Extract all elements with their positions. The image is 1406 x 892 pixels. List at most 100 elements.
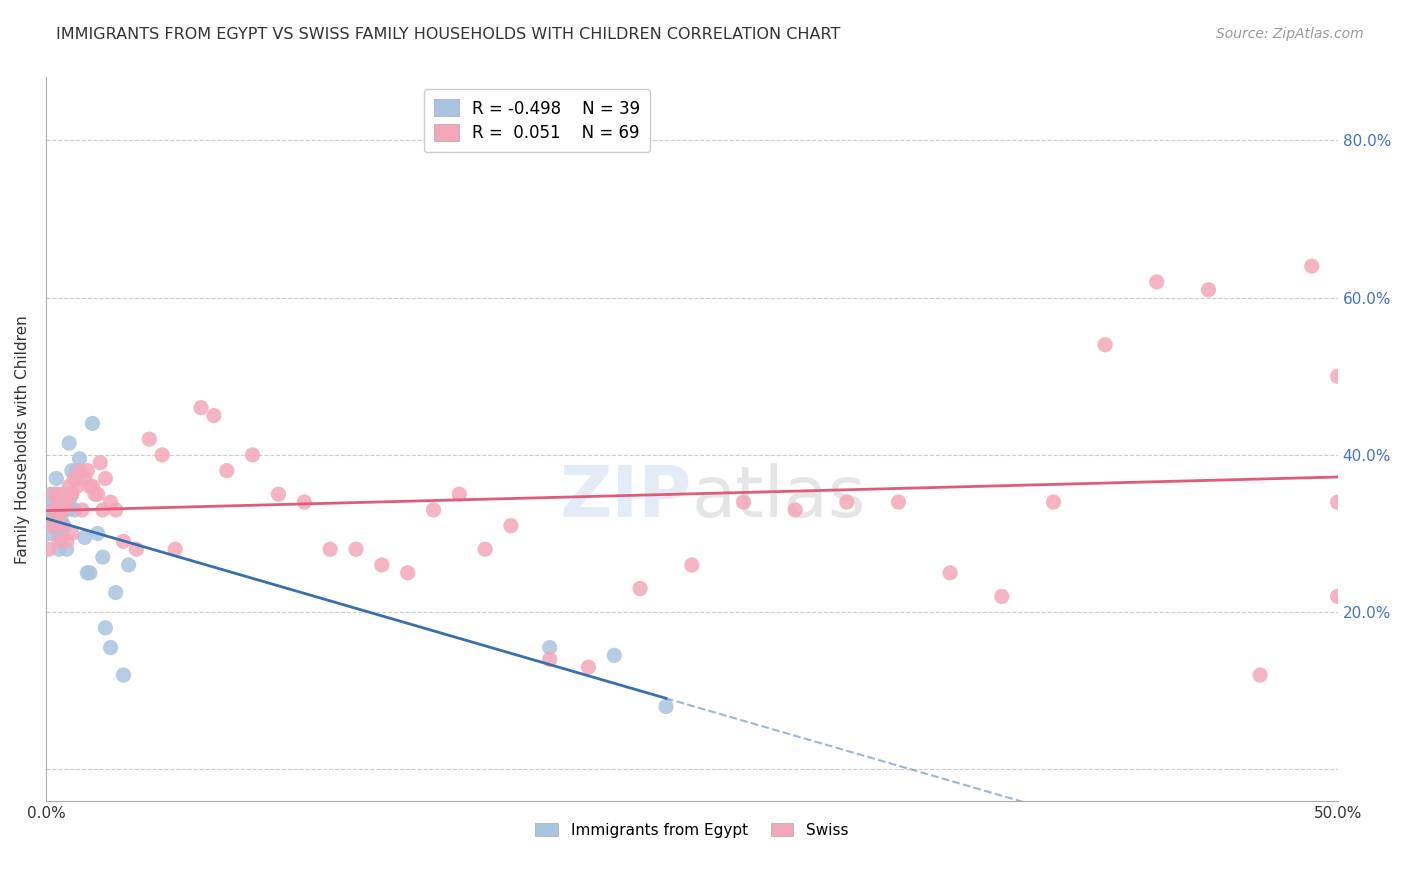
Point	[538, 652, 561, 666]
Point	[60, 464, 83, 478]
Point	[84, 487, 107, 501]
Point	[125, 542, 148, 557]
Text: atlas: atlas	[692, 463, 866, 532]
Point	[82, 479, 104, 493]
Point	[538, 640, 561, 655]
Point	[344, 542, 367, 557]
Point	[86, 526, 108, 541]
Point	[242, 448, 264, 462]
Point	[1301, 259, 1323, 273]
Point	[58, 436, 80, 450]
Text: Source: ZipAtlas.com: Source: ZipAtlas.com	[1216, 27, 1364, 41]
Point	[51, 515, 73, 529]
Point	[104, 585, 127, 599]
Point	[474, 542, 496, 557]
Point	[100, 495, 122, 509]
Point	[655, 699, 678, 714]
Point	[63, 503, 86, 517]
Point	[396, 566, 419, 580]
Point	[603, 648, 626, 663]
Point	[1326, 495, 1348, 509]
Y-axis label: Family Households with Children: Family Households with Children	[15, 315, 30, 564]
Point	[1249, 668, 1271, 682]
Point	[38, 542, 60, 557]
Point	[53, 503, 76, 517]
Point	[94, 471, 117, 485]
Point	[202, 409, 225, 423]
Point	[1042, 495, 1064, 509]
Point	[66, 464, 89, 478]
Point	[42, 503, 65, 517]
Point	[82, 417, 104, 431]
Point	[55, 534, 77, 549]
Point	[319, 542, 342, 557]
Point	[76, 464, 98, 478]
Point	[138, 432, 160, 446]
Point	[60, 526, 83, 541]
Point	[55, 495, 77, 509]
Point	[63, 471, 86, 485]
Point	[104, 503, 127, 517]
Point	[150, 448, 173, 462]
Point	[42, 487, 65, 501]
Point	[79, 566, 101, 580]
Point	[48, 495, 70, 509]
Point	[449, 487, 471, 501]
Point	[100, 640, 122, 655]
Point	[292, 495, 315, 509]
Point	[422, 503, 444, 517]
Text: IMMIGRANTS FROM EGYPT VS SWISS FAMILY HOUSEHOLDS WITH CHILDREN CORRELATION CHART: IMMIGRANTS FROM EGYPT VS SWISS FAMILY HO…	[56, 27, 841, 42]
Point	[733, 495, 755, 509]
Point	[1198, 283, 1220, 297]
Point	[45, 510, 67, 524]
Point	[70, 503, 93, 517]
Point	[499, 518, 522, 533]
Point	[991, 590, 1014, 604]
Point	[55, 503, 77, 517]
Point	[53, 503, 76, 517]
Point	[117, 558, 139, 572]
Point	[112, 534, 135, 549]
Point	[42, 518, 65, 533]
Point	[42, 495, 65, 509]
Point	[681, 558, 703, 572]
Point	[53, 518, 76, 533]
Point	[190, 401, 212, 415]
Point	[39, 518, 62, 533]
Point	[58, 495, 80, 509]
Point	[835, 495, 858, 509]
Point	[887, 495, 910, 509]
Point	[94, 621, 117, 635]
Point	[1146, 275, 1168, 289]
Point	[48, 534, 70, 549]
Point	[60, 487, 83, 501]
Point	[38, 526, 60, 541]
Point	[51, 518, 73, 533]
Point	[73, 531, 96, 545]
Point	[48, 518, 70, 533]
Point	[69, 451, 91, 466]
Point	[86, 487, 108, 501]
Point	[578, 660, 600, 674]
Point	[76, 566, 98, 580]
Point	[66, 471, 89, 485]
Point	[371, 558, 394, 572]
Point	[112, 668, 135, 682]
Point	[55, 542, 77, 557]
Point	[48, 526, 70, 541]
Point	[1326, 590, 1348, 604]
Point	[215, 464, 238, 478]
Point	[73, 471, 96, 485]
Point	[39, 503, 62, 517]
Point	[91, 550, 114, 565]
Point	[89, 456, 111, 470]
Point	[79, 479, 101, 493]
Point	[51, 531, 73, 545]
Point	[939, 566, 962, 580]
Point	[45, 487, 67, 501]
Point	[91, 503, 114, 517]
Point	[51, 487, 73, 501]
Legend: Immigrants from Egypt, Swiss: Immigrants from Egypt, Swiss	[529, 816, 855, 844]
Point	[51, 523, 73, 537]
Point	[48, 542, 70, 557]
